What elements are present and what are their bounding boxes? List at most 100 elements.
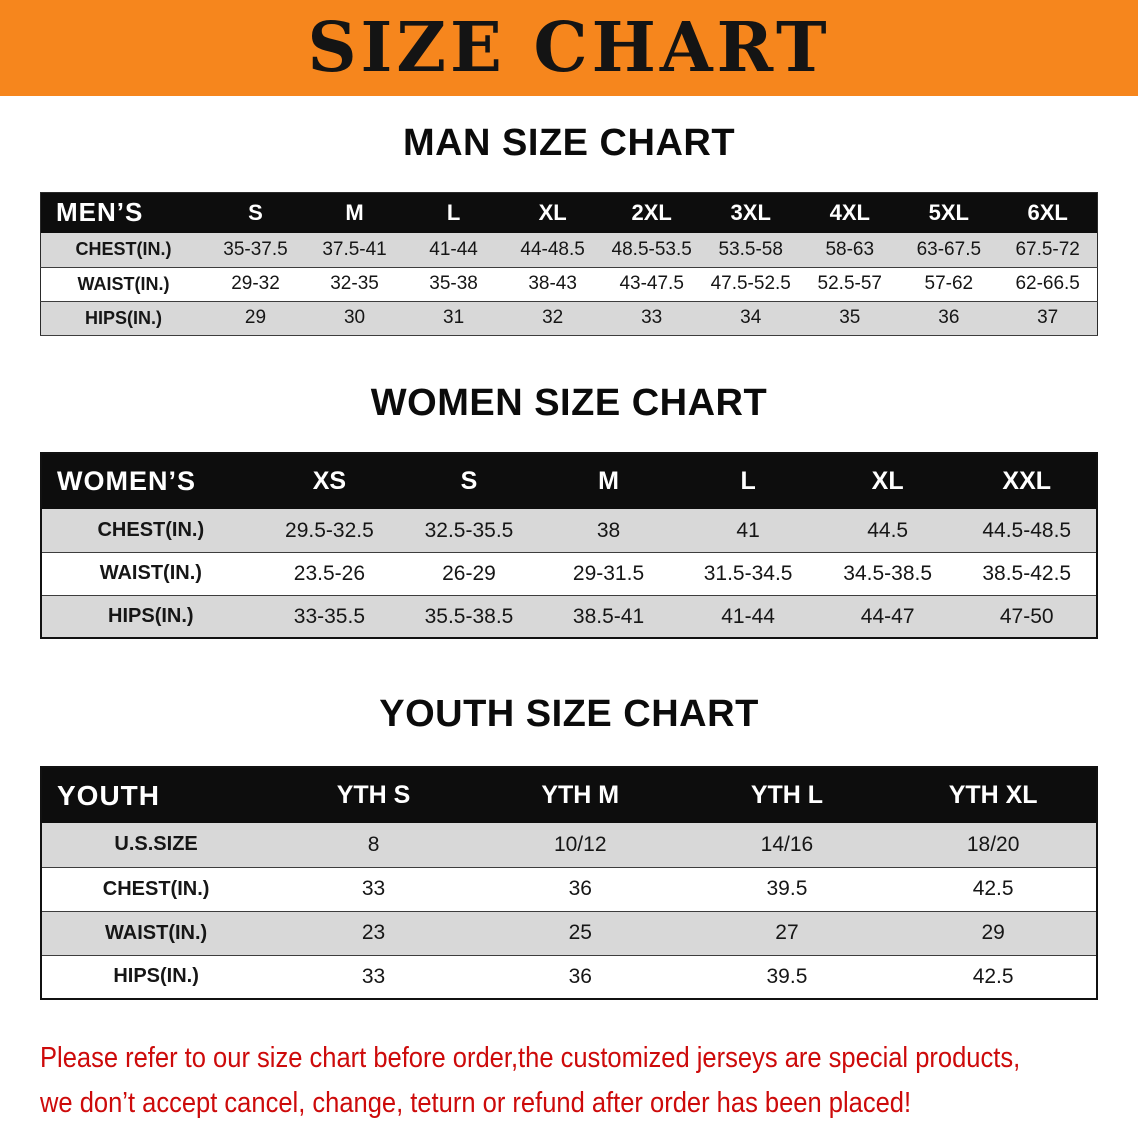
size-value-cell: 29-32 [231,273,280,295]
size-value-cell: 29 [981,921,1005,945]
table-row: U.S.SIZE 8 10/12 14/16 18/20 [41,823,1097,868]
size-value-cell: 32 [542,307,564,329]
size-column-header: 5XL [928,199,969,225]
row-label: WAIST(IN.) [77,273,170,294]
row-label: CHEST(IN.) [75,239,172,260]
row-label: CHEST(IN.) [102,877,210,900]
size-value-cell: 8 [367,832,380,856]
table-corner-label: MEN’S [56,197,144,228]
table-row: HIPS(IN.) 29 30 31 32 33 34 35 36 37 [40,301,1098,336]
row-label: HIPS(IN.) [113,965,199,988]
size-value-cell: 36 [568,877,592,901]
size-value-cell: 18/20 [966,832,1020,856]
size-value-cell: 37 [1037,307,1059,329]
size-value-cell: 23 [361,921,386,945]
size-value-cell: 29 [244,307,267,329]
size-value-cell: 35-38 [429,273,478,295]
size-value-cell: 35-37.5 [223,238,288,260]
size-value-cell: 30 [343,307,366,329]
size-value-cell: 38.5-42.5 [982,561,1072,585]
size-value-cell: 39.5 [766,964,808,988]
disclaimer-line-2: we don’t accept cancel, change, teturn o… [40,1087,912,1119]
size-value-cell: 43-47.5 [619,273,684,295]
page-title: SIZE CHART [307,8,831,88]
size-column-header: YTH M [541,781,620,810]
women-section-heading: WOMEN SIZE CHART [370,381,768,424]
size-column-header: 6XL [1027,199,1068,225]
size-value-cell: 27 [775,921,799,945]
table-header-row: WOMEN’S XS S M L XL XXL [41,453,1097,510]
disclaimer-text: Please refer to our size chart before or… [40,1036,1138,1126]
size-value-cell: 36 [568,964,592,988]
size-value-cell: 53.5-58 [718,238,783,260]
size-value-cell: 38.5-41 [572,604,645,628]
disclaimer-line-1: Please refer to our size chart before or… [40,1042,1021,1075]
size-column-header: YTH L [750,781,824,810]
table-corner-label: WOMEN’S [57,466,196,497]
size-column-header: L [446,199,461,225]
youth-section-heading: YOUTH SIZE CHART [379,693,759,736]
size-column-header: YTH XL [948,781,1038,810]
table-row: WAIST(IN.) 23 25 27 29 [41,911,1097,956]
size-value-cell: 33 [361,877,386,901]
size-value-cell: 42.5 [972,877,1014,901]
table-row: CHEST(IN.) 29.5-32.5 32.5-35.5 38 41 44.5 44.5… [41,509,1097,553]
row-label: CHEST(IN.) [97,519,205,542]
size-value-cell: 67.5-72 [1015,238,1080,260]
size-value-cell: 37.5-41 [322,238,387,260]
size-value-cell: 29-31.5 [572,561,645,585]
size-column-header: 3XL [730,199,771,225]
size-value-cell: 52.5-57 [817,273,882,295]
size-column-header: S [460,467,478,496]
size-value-cell: 35 [839,307,861,329]
table-row: WAIST(IN.) 29-32 32-35 35-38 38-43 43-47.5 47.… [40,267,1098,302]
size-column-header: XL [871,467,904,496]
size-value-cell: 33 [361,964,386,988]
row-label: HIPS(IN.) [108,605,194,628]
size-column-header: S [248,199,263,225]
table-header-row: YOUTH YTH S YTH M YTH L YTH XL [41,767,1097,824]
table-row: HIPS(IN.) 33-35.5 35.5-38.5 38.5-41 41-44 44-… [41,595,1097,639]
size-column-header: M [345,199,364,225]
size-value-cell: 62-66.5 [1015,273,1080,295]
size-value-cell: 32.5-35.5 [424,518,514,542]
table-corner-label: YOUTH [57,779,160,811]
size-column-header: XXL [1002,467,1052,496]
size-value-cell: 35.5-38.5 [424,604,514,628]
size-value-cell: 34 [740,307,762,329]
size-column-header: YTH S [336,781,411,810]
size-value-cell: 38-43 [528,273,577,295]
women-size-table: WOMEN’S XS S M L XL XXL CHEST(IN.) 29.5-32.5 32.5… [40,452,1098,640]
size-value-cell: 48.5-53.5 [611,238,692,260]
table-row: WAIST(IN.) 23.5-26 26-29 29-31.5 31.5-34.5 34… [41,552,1097,596]
size-column-header: L [740,467,756,496]
men-size-table: MEN’S S M L XL 2XL 3XL 4XL 5XL 6XL CHEST(IN.) 35-37… [40,191,1098,336]
size-value-cell: 29.5-32.5 [285,518,374,542]
size-value-cell: 31.5-34.5 [703,561,793,585]
size-value-cell: 44-48.5 [520,238,585,260]
table-row: CHEST(IN.) 33 36 39.5 42.5 [41,867,1097,912]
size-value-cell: 31 [443,307,465,329]
size-value-cell: 14/16 [760,832,814,856]
size-value-cell: 34.5-38.5 [843,561,933,585]
row-label: WAIST(IN.) [104,921,208,944]
title-banner: SIZE CHART [0,0,1138,96]
size-value-cell: 33 [641,307,663,329]
size-column-header: M [598,467,619,496]
size-value-cell: 42.5 [972,964,1014,988]
size-column-header: 4XL [829,199,870,225]
size-value-cell: 32-35 [330,273,379,295]
size-value-cell: 33-35.5 [293,604,366,628]
size-value-cell: 36 [938,307,960,329]
youth-size-table: YOUTH YTH S YTH M YTH L YTH XL U.S.SIZE 8 10/12… [40,766,1098,1001]
size-value-cell: 23.5-26 [293,561,366,585]
size-value-cell: 41-44 [721,604,775,628]
row-label: U.S.SIZE [114,833,198,856]
table-row: HIPS(IN.) 33 36 39.5 42.5 [41,955,1097,1000]
size-value-cell: 39.5 [766,877,808,901]
size-value-cell: 44.5 [867,518,909,542]
size-value-cell: 25 [568,921,592,945]
row-label: HIPS(IN.) [84,307,162,328]
size-value-cell: 44-47 [860,604,915,628]
